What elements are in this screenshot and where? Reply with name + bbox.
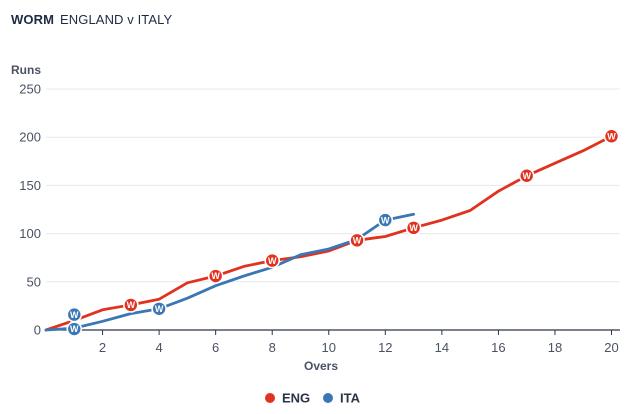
y-tick-label-100: 100 bbox=[19, 226, 41, 241]
wicket-label: W bbox=[607, 131, 616, 141]
wicket-label: W bbox=[70, 310, 79, 320]
y-tick-label-50: 50 bbox=[27, 274, 41, 289]
chart-header: WORM ENGLAND v ITALY bbox=[11, 12, 172, 27]
legend-swatch bbox=[323, 393, 333, 403]
wicket-label: W bbox=[353, 236, 362, 246]
x-tick-label-6: 6 bbox=[212, 340, 219, 355]
legend-item-ita[interactable]: ITA bbox=[323, 391, 361, 406]
wicket-marker-ita[interactable]: W bbox=[151, 300, 167, 317]
wicket-dot bbox=[264, 252, 281, 269]
wicket-marker-ita[interactable]: W bbox=[66, 321, 83, 337]
wicket-dot bbox=[603, 128, 620, 145]
match-title: ENGLAND v ITALY bbox=[60, 12, 173, 27]
wicket-label: W bbox=[211, 271, 220, 281]
x-tick-label-14: 14 bbox=[435, 340, 449, 355]
wicket-dot bbox=[405, 220, 422, 236]
grid-lines bbox=[46, 88, 620, 283]
wicket-marker-eng[interactable]: W bbox=[123, 297, 139, 313]
worm-label: WORM bbox=[11, 12, 54, 27]
wicket-marker-eng[interactable]: W bbox=[405, 220, 422, 236]
wicket-dot bbox=[151, 300, 167, 317]
wicket-marker-eng[interactable]: W bbox=[349, 232, 365, 249]
wicket-label: W bbox=[268, 256, 277, 266]
wicket-marker-eng[interactable]: W bbox=[207, 268, 224, 284]
legend-swatch bbox=[265, 393, 275, 403]
y-tick-label-150: 150 bbox=[19, 178, 41, 193]
y-axis-ticks: 0 50 100 150 200 250 bbox=[19, 82, 41, 338]
x-tick-label-4: 4 bbox=[155, 340, 162, 355]
wicket-marker-eng[interactable]: W bbox=[518, 167, 535, 184]
x-tick-label-16: 16 bbox=[491, 340, 505, 355]
wicket-label: W bbox=[155, 304, 164, 314]
wicket-marker-eng[interactable]: W bbox=[264, 252, 281, 269]
x-tick-label-8: 8 bbox=[269, 340, 276, 355]
wicket-label: W bbox=[70, 324, 79, 334]
x-tick-label-20: 20 bbox=[604, 340, 618, 355]
wicket-dot bbox=[518, 167, 535, 184]
y-tick-label-200: 200 bbox=[19, 130, 41, 145]
x-axis-title: Overs bbox=[304, 359, 338, 373]
wicket-label: W bbox=[522, 171, 531, 181]
legend-label: ENG bbox=[282, 391, 310, 406]
legend-label: ITA bbox=[340, 391, 361, 406]
x-tick-label-12: 12 bbox=[378, 340, 392, 355]
wicket-label: W bbox=[127, 300, 136, 310]
wicket-marker-eng[interactable]: W bbox=[603, 128, 620, 145]
x-tick-label-10: 10 bbox=[322, 340, 336, 355]
wicket-dot bbox=[66, 306, 83, 323]
y-tick-label-250: 250 bbox=[19, 82, 41, 97]
wicket-marker-ita[interactable]: W bbox=[66, 306, 83, 323]
x-tick-label-18: 18 bbox=[548, 340, 562, 355]
y-axis-title: Runs bbox=[11, 63, 41, 77]
wicket-label: W bbox=[381, 215, 390, 225]
wicket-dot bbox=[207, 268, 224, 284]
legend[interactable]: ENG ITA bbox=[265, 391, 361, 406]
wicket-dot bbox=[123, 297, 139, 313]
y-tick-label-0: 0 bbox=[34, 323, 41, 338]
wicket-dot bbox=[349, 232, 365, 249]
x-tick-label-2: 2 bbox=[99, 340, 106, 355]
legend-item-eng[interactable]: ENG bbox=[265, 391, 310, 406]
wicket-marker-ita[interactable]: W bbox=[377, 212, 394, 228]
wicket-dot bbox=[377, 212, 394, 228]
wicket-label: W bbox=[409, 223, 418, 233]
series-line-eng bbox=[44, 134, 613, 332]
x-axis-ticks: 2 4 6 8 10 12 14 16 18 20 bbox=[99, 330, 619, 355]
